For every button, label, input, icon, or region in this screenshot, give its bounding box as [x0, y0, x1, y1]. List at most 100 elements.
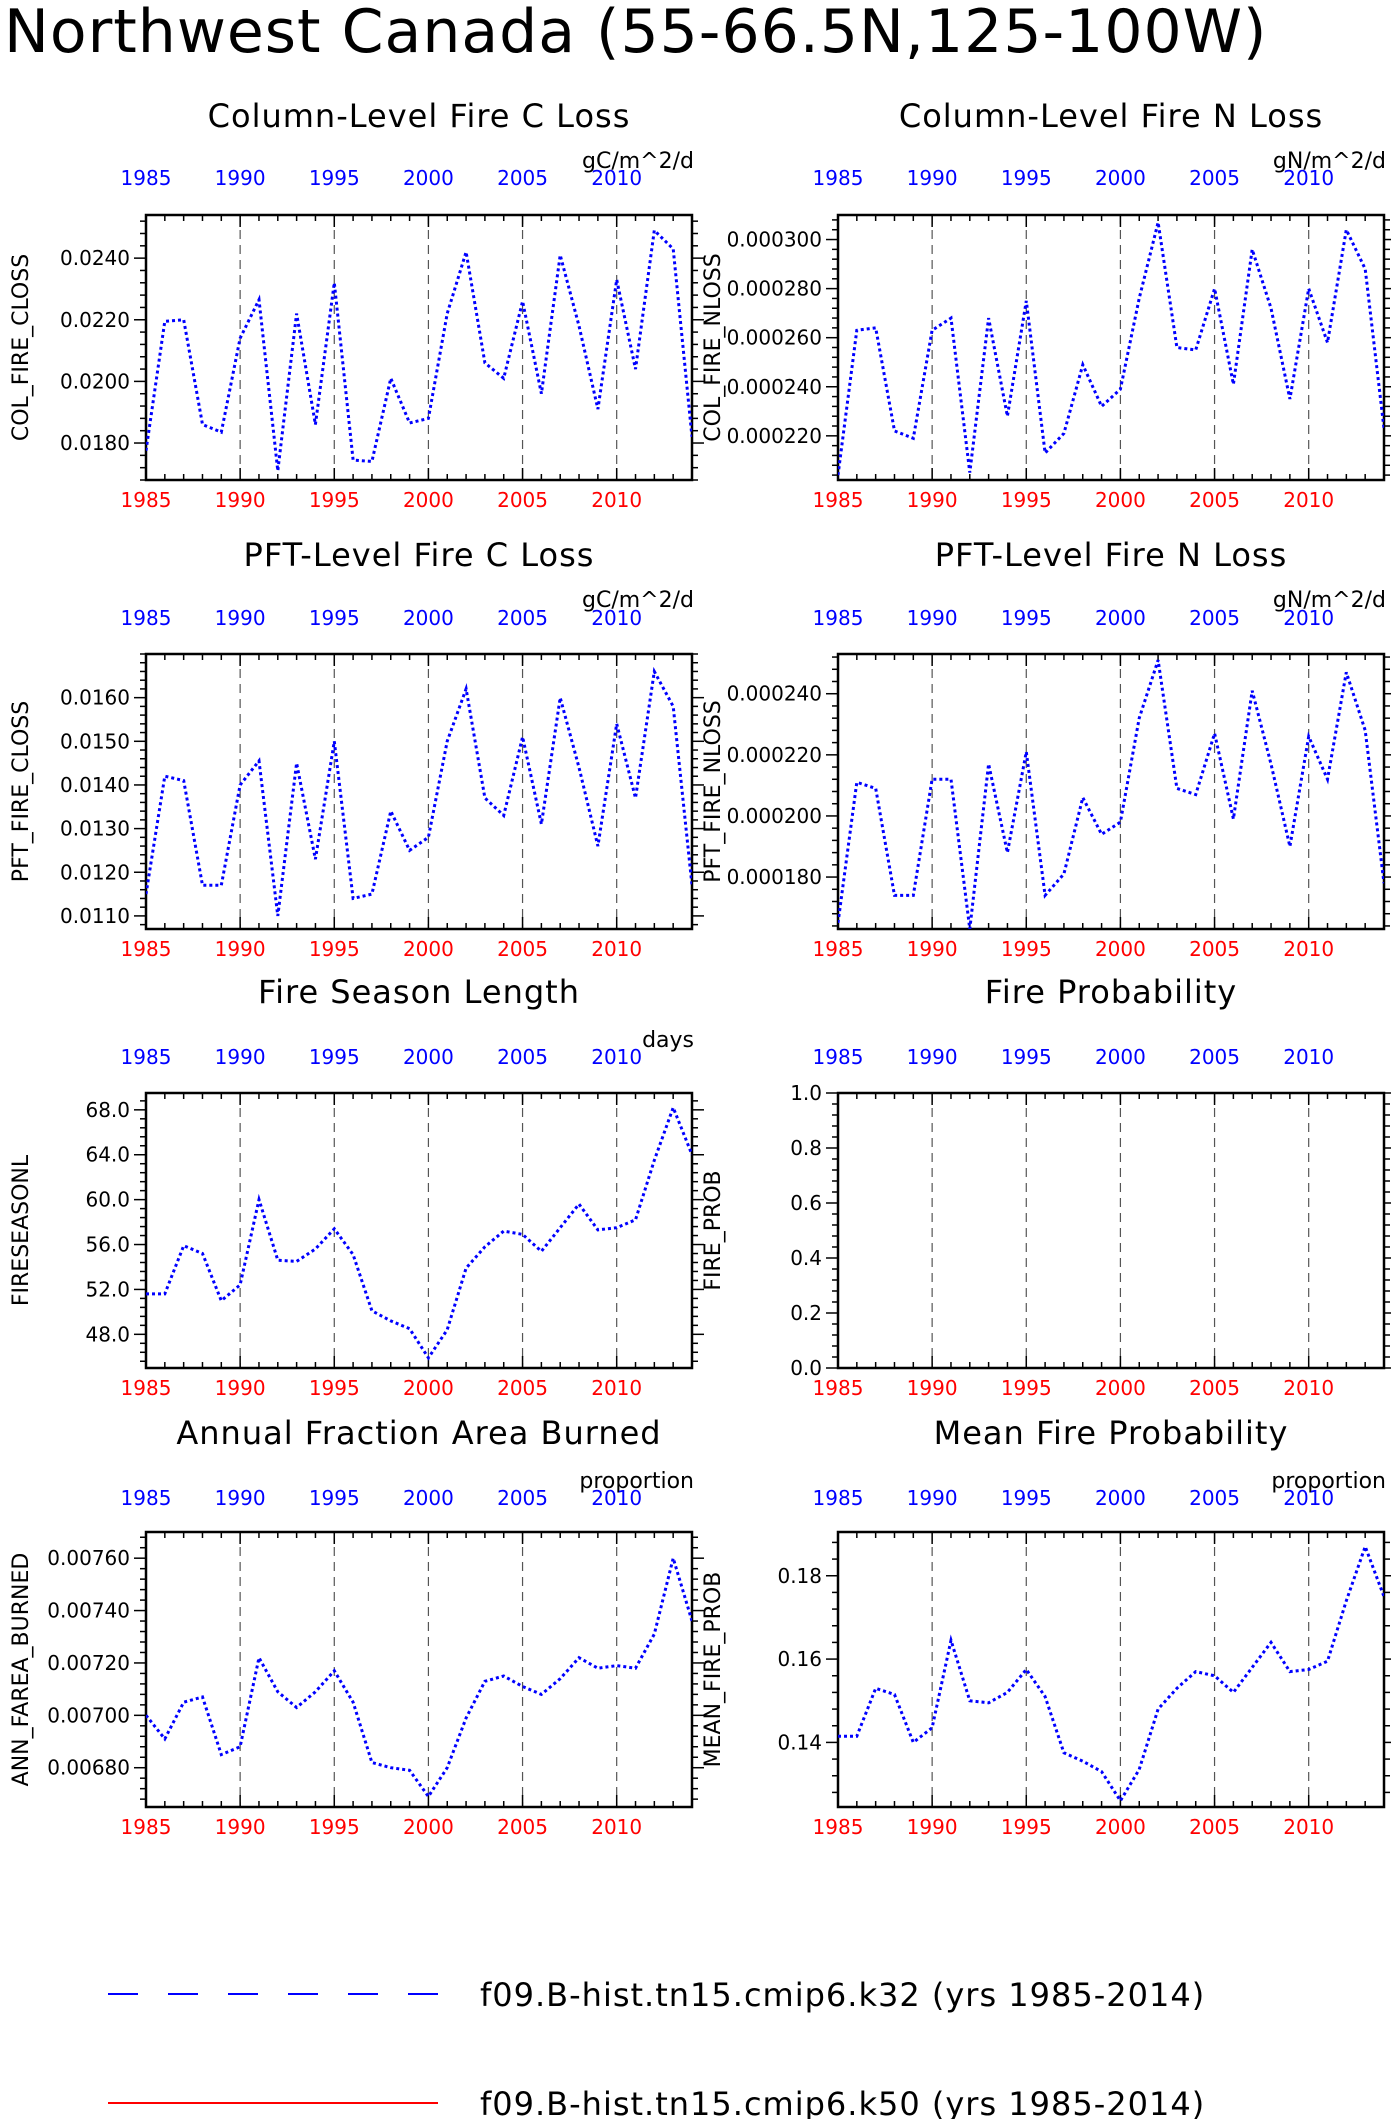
x-tick-label: 1995 — [309, 1376, 360, 1400]
y-tick-label: 0.2 — [790, 1301, 822, 1325]
chart-title: Column-Level Fire N Loss — [899, 97, 1323, 135]
x-tick-label-top: 2000 — [1095, 606, 1146, 630]
x-tick-label: 1990 — [907, 937, 958, 961]
y-axis-label: COL_FIRE_CLOSS — [9, 254, 34, 441]
x-tick-label-top: 1985 — [121, 166, 172, 190]
x-tick-label-top: 2000 — [403, 1486, 454, 1510]
units-label: gC/m^2/d — [582, 149, 694, 174]
x-tick-label: 2010 — [591, 1376, 642, 1400]
x-tick-label: 2000 — [403, 1815, 454, 1839]
x-tick-label-top: 1985 — [121, 606, 172, 630]
y-tick-label: 0.0110 — [60, 904, 130, 928]
x-tick-label: 2005 — [1189, 1815, 1240, 1839]
chart-title: Mean Fire Probability — [934, 1414, 1289, 1452]
x-tick-label: 2005 — [497, 937, 548, 961]
y-tick-label: 0.00720 — [47, 1651, 130, 1675]
x-tick-label: 2000 — [403, 488, 454, 512]
chart-panel-2: Column-Level Fire N Loss gN/m^2/d COL_FIRE… — [701, 97, 1391, 512]
y-axis-label: PFT_FIRE_NLOSS — [701, 700, 726, 882]
legend-entry-1: f09.B-hist.tn15.cmip6.k32 (yrs 1985-2014… — [108, 1976, 1205, 2014]
series-line — [838, 659, 1384, 929]
x-tick-label-top: 2005 — [1189, 1045, 1240, 1069]
y-tick-label: 0.000260 — [727, 326, 822, 350]
y-tick-label: 0.000180 — [727, 865, 822, 889]
x-tick-label-top: 1995 — [1001, 1045, 1052, 1069]
x-tick-label-top: 2005 — [497, 1486, 548, 1510]
x-tick-label-top: 2005 — [497, 1045, 548, 1069]
x-tick-label: 2005 — [1189, 1376, 1240, 1400]
legend-label: f09.B-hist.tn15.cmip6.k50 (yrs 1985-2014… — [480, 2085, 1205, 2119]
page-title: Northwest Canada (55-66.5N,125-100W) — [4, 0, 1268, 67]
x-tick-label-top: 1985 — [121, 1045, 172, 1069]
x-tick-label-top: 1995 — [1001, 166, 1052, 190]
chart-panel-7: Annual Fraction Area Burned proportion ANN… — [9, 1414, 704, 1839]
x-tick-label: 2005 — [1189, 488, 1240, 512]
y-tick-label: 0.0150 — [60, 729, 130, 753]
chart-title: Fire Season Length — [258, 973, 580, 1011]
x-tick-label-top: 2010 — [1283, 606, 1334, 630]
x-tick-label-top: 2005 — [497, 166, 548, 190]
chart-panel-5: Fire Season Length days FIRESEASONL 1985 198… — [9, 973, 704, 1400]
x-tick-label: 1985 — [121, 1815, 172, 1839]
x-tick-label-top: 2005 — [1189, 166, 1240, 190]
x-tick-label-top: 2000 — [1095, 1486, 1146, 1510]
units-label: gC/m^2/d — [582, 588, 694, 613]
series-line — [838, 1542, 1384, 1804]
units-label: proportion — [1271, 1469, 1386, 1494]
x-tick-label-top: 2010 — [591, 166, 642, 190]
y-tick-label: 0.000220 — [727, 743, 822, 767]
units-label: gN/m^2/d — [1273, 149, 1386, 174]
y-tick-label: 60.0 — [85, 1188, 130, 1212]
legend-entry-2: f09.B-hist.tn15.cmip6.k50 (yrs 1985-2014… — [108, 2085, 1205, 2119]
x-tick-label-top: 2000 — [403, 606, 454, 630]
x-tick-label: 1990 — [907, 1815, 958, 1839]
y-tick-label: 0.8 — [790, 1136, 822, 1160]
chart-panel-1: Column-Level Fire C Loss gC/m^2/d COL_FIRE… — [9, 97, 704, 512]
x-tick-label-top: 2010 — [591, 1486, 642, 1510]
y-tick-label: 0.00760 — [47, 1546, 130, 1570]
x-tick-label: 1995 — [309, 937, 360, 961]
y-tick-label: 0.000300 — [727, 228, 822, 252]
x-tick-label-top: 1990 — [907, 166, 958, 190]
chart-title: Column-Level Fire C Loss — [208, 97, 631, 135]
x-tick-label-top: 2005 — [1189, 1486, 1240, 1510]
y-tick-label: 0.0130 — [60, 817, 130, 841]
y-tick-label: 56.0 — [85, 1233, 130, 1257]
chart-panel-6: Fire Probability FIRE_PROB 1985 1985 1990 199… — [701, 973, 1391, 1400]
chart-panel-4: PFT-Level Fire N Loss gN/m^2/d PFT_FIRE_NL… — [701, 536, 1391, 961]
chart-title: PFT-Level Fire N Loss — [935, 536, 1288, 574]
y-tick-label: 0.6 — [790, 1191, 822, 1215]
x-tick-label: 1985 — [121, 937, 172, 961]
x-tick-label-top: 1985 — [813, 606, 864, 630]
x-tick-label: 1985 — [121, 1376, 172, 1400]
x-tick-label: 2010 — [591, 488, 642, 512]
x-tick-label-top: 1990 — [907, 1486, 958, 1510]
y-tick-label: 0.18 — [777, 1564, 822, 1588]
y-axis-label: PFT_FIRE_CLOSS — [9, 701, 34, 882]
y-tick-label: 0.0220 — [60, 308, 130, 332]
x-tick-label-top: 2000 — [403, 166, 454, 190]
x-tick-label: 1985 — [813, 1376, 864, 1400]
chart-title: Annual Fraction Area Burned — [176, 1414, 661, 1452]
legend-label: f09.B-hist.tn15.cmip6.k32 (yrs 1985-2014… — [480, 1976, 1205, 2014]
series-line — [146, 227, 692, 471]
y-tick-label: 0.0 — [790, 1356, 822, 1380]
x-tick-label: 1990 — [907, 488, 958, 512]
y-tick-label: 0.0160 — [60, 686, 130, 710]
x-tick-label-top: 1995 — [309, 1045, 360, 1069]
y-tick-label: 0.00700 — [47, 1703, 130, 1727]
x-tick-label: 2010 — [1283, 488, 1334, 512]
x-tick-label-top: 1995 — [309, 166, 360, 190]
x-tick-label: 2005 — [497, 1815, 548, 1839]
x-tick-label: 1990 — [215, 488, 266, 512]
plot-frame — [836, 213, 1386, 482]
x-tick-label: 2005 — [497, 488, 548, 512]
y-tick-label: 0.00740 — [47, 1599, 130, 1623]
series-line — [146, 666, 692, 917]
x-tick-label: 2010 — [1283, 937, 1334, 961]
y-tick-label: 0.0180 — [60, 431, 130, 455]
x-tick-label: 1990 — [907, 1376, 958, 1400]
chart-panel-3: PFT-Level Fire C Loss gC/m^2/d PFT_FIRE_CL… — [9, 536, 704, 961]
y-tick-label: 1.0 — [790, 1081, 822, 1105]
x-tick-label-top: 2010 — [1283, 166, 1334, 190]
